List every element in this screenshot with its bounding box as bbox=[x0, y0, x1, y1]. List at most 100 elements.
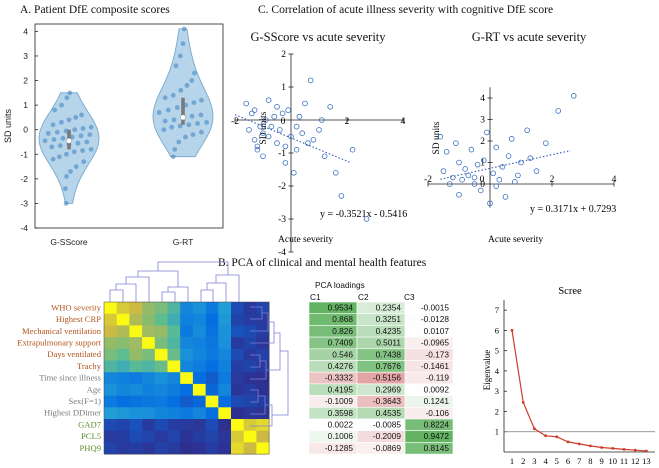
heatmap-cell bbox=[180, 383, 194, 396]
violin-point bbox=[64, 95, 70, 101]
heatmap-cell bbox=[142, 395, 156, 408]
scree-y-tick-label: 7 bbox=[495, 305, 499, 315]
heatmap-cell bbox=[129, 302, 143, 314]
scree-point bbox=[600, 446, 603, 449]
heatmap-cell bbox=[129, 337, 143, 350]
loadings-cell-value: -0.0128 bbox=[421, 314, 450, 324]
violin-point bbox=[49, 144, 55, 150]
violin-point bbox=[176, 139, 182, 145]
scatter-sscore-point bbox=[254, 143, 261, 150]
loadings-cell-value: -0.0085 bbox=[373, 420, 402, 430]
violin-y-label: SD units bbox=[3, 108, 13, 143]
violin-point bbox=[73, 114, 79, 120]
violin-median bbox=[180, 114, 186, 121]
loadings-cell-value: 0.1241 bbox=[424, 396, 450, 406]
scatter-rt-point bbox=[490, 170, 496, 177]
heatmap-cell bbox=[218, 372, 232, 385]
violin-point bbox=[199, 129, 204, 135]
scatter-rt-point bbox=[446, 181, 453, 187]
loadings-cell-value: 0.0107 bbox=[424, 326, 450, 336]
loadings-cell-value: 0.4235 bbox=[376, 326, 402, 336]
scatter-rt-y-tick-label: 3 bbox=[480, 116, 485, 126]
heatmap-cell bbox=[104, 419, 117, 431]
panel-c-title: C. Correlation of acute illness severity… bbox=[258, 4, 553, 16]
scatter-sscore-y-tick-label: -1 bbox=[278, 149, 286, 159]
scatter-rt-point bbox=[453, 140, 459, 146]
loadings-cell-value: -0.0869 bbox=[373, 443, 402, 453]
heatmap-cell bbox=[218, 302, 232, 314]
dendrogram-branch bbox=[272, 350, 289, 416]
heatmap-cell bbox=[205, 302, 219, 314]
scatter-sscore-point bbox=[302, 100, 308, 107]
heatmap-cell bbox=[192, 395, 206, 408]
scatter-sscore-point bbox=[251, 137, 258, 143]
violin-x-tick-label: G-SScore bbox=[50, 237, 88, 247]
dendrogram-branch bbox=[215, 274, 240, 302]
scatter-sscore-x-tick-label: 0 bbox=[281, 117, 286, 127]
violin-point bbox=[169, 124, 175, 130]
scatter-chart-sscore: G-SScore vs acute severity Acute severit… bbox=[231, 30, 407, 258]
scatter-sscore-point bbox=[249, 110, 255, 117]
scatter-sscore-point bbox=[285, 107, 292, 113]
heatmap-cell bbox=[205, 395, 219, 408]
scree-x-tick-label: 12 bbox=[631, 456, 640, 466]
dendrogram-branch bbox=[157, 261, 229, 275]
scatter-rt-point bbox=[437, 133, 444, 140]
violin-point bbox=[198, 112, 204, 118]
loadings-cell bbox=[404, 442, 454, 455]
loadings-cell-value: 0.4535 bbox=[376, 408, 402, 418]
heatmap-cell bbox=[154, 313, 168, 326]
violin-point bbox=[189, 113, 195, 119]
heatmap-cell bbox=[256, 383, 270, 396]
heatmap-cell bbox=[129, 372, 143, 385]
scatter-rt-point bbox=[533, 168, 540, 174]
violin-point bbox=[57, 143, 63, 149]
heatmap-row-label: Trachy bbox=[77, 361, 102, 371]
loadings-cell-value: -0.3643 bbox=[373, 396, 402, 406]
scatter-rt-point bbox=[477, 187, 484, 194]
violin-point bbox=[189, 78, 195, 83]
scree-line bbox=[511, 330, 647, 452]
scatter-sscore-y-tick-label: -2 bbox=[278, 182, 286, 192]
loadings-title: PCA loadings bbox=[315, 280, 365, 290]
violin-point bbox=[162, 95, 168, 101]
scatter-rt-point bbox=[456, 159, 462, 166]
heatmap-cell bbox=[192, 372, 206, 385]
loadings-cell-value: 0.4276 bbox=[328, 361, 354, 371]
heatmap-cell bbox=[129, 360, 143, 373]
violin-point bbox=[184, 83, 190, 88]
scatter-sscore-point bbox=[290, 170, 297, 176]
heatmap-cell bbox=[180, 442, 194, 455]
heatmap-cell bbox=[205, 383, 219, 396]
heatmap-cell bbox=[243, 430, 257, 443]
violin-point bbox=[88, 146, 94, 152]
loadings-cell-value: 0.7438 bbox=[376, 349, 402, 359]
heatmap-cell bbox=[243, 372, 257, 385]
heatmap-cell bbox=[142, 407, 156, 420]
heatmap-cell bbox=[180, 325, 194, 338]
heatmap-cell bbox=[192, 430, 206, 443]
scatter-sscore-point bbox=[274, 104, 280, 110]
scatter-sscore-point bbox=[262, 117, 269, 123]
heatmap-cell bbox=[180, 360, 194, 373]
heatmap-cell bbox=[243, 360, 257, 373]
heatmap-cell bbox=[154, 302, 168, 314]
violin-point bbox=[80, 126, 86, 131]
scree-point bbox=[566, 440, 570, 444]
scatter-rt-point bbox=[515, 172, 521, 179]
heatmap-cell bbox=[129, 430, 143, 443]
scatter-sscore-point bbox=[279, 110, 286, 117]
scatter-rt-point bbox=[502, 194, 509, 200]
heatmap-cell bbox=[116, 407, 130, 420]
heatmap-cell bbox=[142, 302, 156, 314]
heatmap-cell bbox=[104, 383, 117, 396]
loadings-cell-value: 0.3598 bbox=[328, 408, 354, 418]
heatmap-cell bbox=[154, 360, 168, 373]
heatmap-cell bbox=[142, 360, 156, 373]
heatmap-cell bbox=[180, 337, 194, 350]
violin-point bbox=[192, 70, 197, 76]
dendrogram-branch bbox=[137, 270, 179, 287]
violin-point bbox=[63, 201, 69, 206]
violin-point bbox=[204, 119, 209, 125]
scree-x-tick-label: 4 bbox=[543, 456, 548, 466]
